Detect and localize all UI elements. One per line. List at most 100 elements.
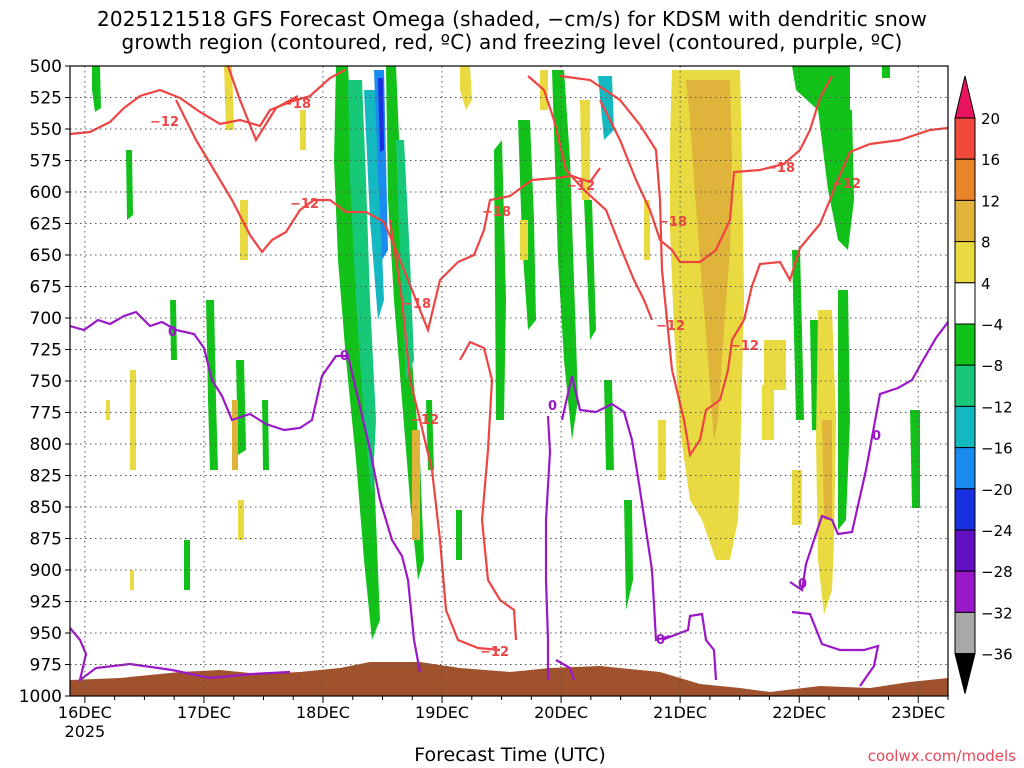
- contour-0-surface-west: [70, 627, 291, 683]
- contour-label: −12: [290, 197, 319, 212]
- colorbar-label: 16: [981, 151, 1000, 169]
- colorbar-swatch: [954, 282, 976, 325]
- contour-minus12-mid: [226, 66, 299, 143]
- freezing-level-contours: [70, 310, 948, 687]
- y-tick-label: 725: [30, 341, 62, 361]
- contour-label: −12: [832, 177, 861, 192]
- y-tick-label: 675: [30, 278, 62, 298]
- contour-label: −18: [482, 205, 511, 220]
- x-tick-label: 17DEC: [177, 703, 231, 722]
- x-tick-label: 20DEC: [534, 703, 588, 722]
- contour-label: −18: [658, 215, 687, 230]
- contour-0-surface-mid: [555, 659, 576, 681]
- contour-label: 0: [548, 399, 557, 414]
- y-tick-label: 925: [30, 593, 62, 613]
- colorbar-label: −32: [981, 604, 1013, 622]
- y-tick-label: 800: [30, 435, 62, 455]
- contour-label: −12: [566, 179, 595, 194]
- omega-shading: [92, 66, 920, 640]
- y-tick-label: 625: [30, 215, 62, 235]
- contour-0-mid: [544, 415, 552, 680]
- contour-0-lower-east: [791, 610, 880, 687]
- y-tick-label: 850: [30, 498, 62, 518]
- contour-label: −12: [730, 339, 759, 354]
- colorbar-label: −20: [981, 481, 1013, 499]
- contour-label: −18: [282, 97, 311, 112]
- x-tick-label: 16DEC: [58, 703, 112, 722]
- x-tick-label: 18DEC: [296, 703, 350, 722]
- chart-title-line-2: growth region (contoured, red, ºC) and f…: [121, 30, 903, 54]
- contour-labels: −12 −18 −12 −18 −12 −18 −12 −18 −12 −12 …: [150, 97, 881, 660]
- contour-label: −12: [150, 115, 179, 130]
- contour-label: −12: [656, 319, 685, 334]
- colorbar-swatch: [954, 364, 976, 407]
- contour-0-upper-west: [70, 310, 422, 673]
- x-tick-sublabel: 2025: [65, 722, 106, 741]
- omega-shading-deepblue: [378, 78, 384, 152]
- colorbar-swatch: [954, 529, 976, 572]
- contour-label: 0: [168, 325, 177, 340]
- colorbar-label: 8: [981, 234, 991, 252]
- x-tick-label: 19DEC: [415, 703, 469, 722]
- credit-link[interactable]: coolwx.com/models: [867, 747, 1016, 765]
- contour-0-far-east: [789, 321, 948, 592]
- chart-grid: [70, 66, 948, 696]
- colorbar-arrow-bottom: [954, 653, 976, 694]
- colorbar-label: −36: [981, 646, 1013, 664]
- colorbar-swatch: [954, 199, 976, 243]
- y-tick-label: 900: [30, 561, 62, 581]
- terrain-band: [70, 662, 948, 696]
- contour-0-mid-loop: [560, 375, 671, 642]
- colorbar-label: 12: [981, 192, 1000, 210]
- contour-label: 0: [798, 577, 807, 592]
- contour-label: −12: [480, 645, 509, 660]
- x-axis-label: Forecast Time (UTC): [414, 744, 606, 766]
- omega-shading-green: [92, 66, 920, 640]
- x-tick-label: 22DEC: [772, 703, 826, 722]
- contour-label: 0: [656, 633, 665, 648]
- colorbar-label: 4: [981, 275, 991, 293]
- contour-label: 0: [872, 429, 881, 444]
- contour-minus12-east-loop: [459, 340, 518, 641]
- y-tick-label: 875: [30, 530, 62, 550]
- omega-shading-cyan: [364, 76, 614, 320]
- contour-0-east: [661, 612, 718, 681]
- contour-minus12-descent: [388, 219, 501, 652]
- colorbar-swatch: [954, 241, 976, 284]
- snow-growth-contours: [70, 66, 948, 652]
- x-tick-label: 21DEC: [653, 703, 707, 722]
- y-tick-label: 825: [30, 467, 62, 487]
- y-tick-label: 1000: [19, 687, 62, 707]
- colorbar: 20 16 12 8 4 −4 −8 −12 −16 −20 −24 −28 −32 −36: [954, 75, 1013, 694]
- y-tick-label: 700: [30, 309, 62, 329]
- colorbar-label: −12: [981, 398, 1013, 416]
- omega-shading-blue: [374, 70, 388, 260]
- y-tick-label: 550: [30, 120, 62, 140]
- contour-minus12-lower-right: [527, 75, 654, 321]
- colorbar-label: −8: [981, 357, 1003, 375]
- colorbar-swatch: [954, 405, 976, 449]
- colorbar-label: −24: [981, 522, 1013, 540]
- colorbar-arrow-top: [954, 75, 976, 119]
- contour-minus12-west: [70, 69, 346, 136]
- colorbar-label: 20: [981, 110, 1000, 128]
- y-tick-label: 600: [30, 183, 62, 203]
- y-tick-label: 750: [30, 372, 62, 392]
- contour-label: 0: [340, 349, 349, 364]
- x-tick-label: 23DEC: [891, 703, 945, 722]
- y-tick-label: 525: [30, 89, 62, 109]
- chart-title-line-1: 2025121518 GFS Forecast Omega (shaded, −…: [96, 7, 928, 31]
- colorbar-label: −4: [981, 316, 1003, 334]
- contour-label: −18: [402, 297, 431, 312]
- y-tick-label: 975: [30, 656, 62, 676]
- y-tick-label: 575: [30, 152, 62, 172]
- colorbar-swatch: [954, 158, 976, 201]
- colorbar-label: −28: [981, 563, 1013, 581]
- colorbar-swatch: [954, 447, 976, 490]
- colorbar-swatch: [954, 323, 976, 366]
- colorbar-swatch: [954, 488, 976, 531]
- contour-minus12-far-right: [742, 126, 948, 321]
- colorbar-swatch: [954, 611, 976, 655]
